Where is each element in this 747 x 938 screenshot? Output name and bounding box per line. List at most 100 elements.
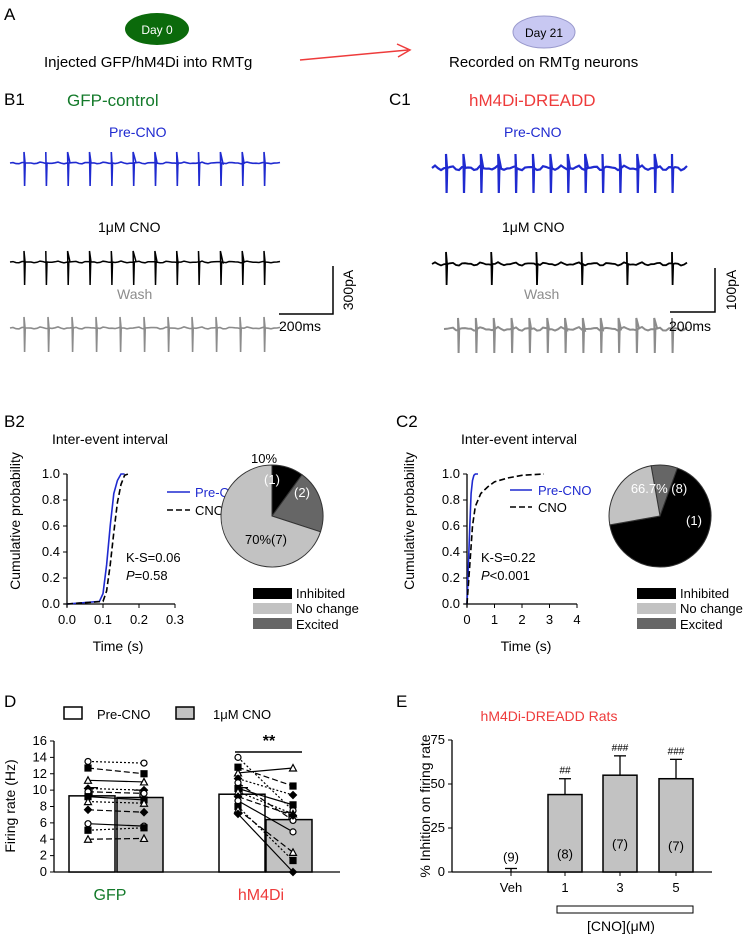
c2-pie-slice-no-change (608, 465, 661, 526)
c2-p-value: <0.001 (490, 568, 530, 583)
d-ytick-label: 2 (40, 848, 47, 863)
b2-title: Inter-event interval (52, 431, 168, 447)
panel-label-b2: B2 (4, 412, 25, 431)
d-pair-point (139, 807, 149, 817)
e-sig-label: ### (668, 746, 685, 757)
c1-wash-label: Wash (524, 286, 559, 302)
d-pair-line (87, 809, 145, 813)
d-pair-point (140, 789, 148, 798)
b1-pre-label: Pre-CNO (109, 124, 167, 140)
e-count-label: (7) (668, 838, 684, 853)
d-ytick-label: 0 (40, 864, 47, 879)
d-pair-point (289, 782, 297, 790)
b2-xtick-label: 0.0 (58, 612, 76, 627)
d-pair-point (83, 805, 93, 815)
c2-ytick-label: 0.4 (442, 544, 460, 559)
d-pair-point (234, 779, 242, 787)
b2-xlabel: Time (s) (93, 638, 144, 654)
c2-ytick-label: 0.0 (442, 596, 460, 611)
c2-legend-swatch-nc (637, 603, 676, 614)
d-pair-line (87, 791, 145, 794)
timeline-arrow-head (396, 43, 412, 58)
d-pair-line (87, 760, 145, 764)
b2-ytick-label: 0.4 (42, 544, 60, 559)
d-sig: ** (263, 733, 276, 750)
b2-xtick-label: 0.3 (166, 612, 184, 627)
d-pair-line (237, 806, 294, 861)
d-legend-swatch-cno (175, 706, 195, 720)
e-bar-3 (602, 774, 638, 873)
c2-xtick-label: 1 (491, 612, 498, 627)
c2-ytick-label: 0.6 (442, 518, 460, 533)
e-count-label: (9) (503, 849, 519, 864)
d-pair-line (237, 813, 294, 873)
b2-p-value: =0.58 (135, 568, 168, 583)
panel-label-c1: C1 (389, 90, 411, 109)
d-pair-point (139, 798, 149, 807)
d-pair-point (288, 867, 298, 877)
b2-xtick-label: 0.1 (94, 612, 112, 627)
c2-ytick-label: 0.8 (442, 492, 460, 507)
e-xtick-label: 1 (561, 880, 568, 895)
d-pair-point (140, 759, 148, 767)
c2-pie-slice-inhibited (609, 467, 712, 568)
c2-pie-label-nc: (3) (652, 534, 668, 549)
c2-legend-excited: Excited (680, 617, 723, 632)
d-group-gfp: GFP (94, 887, 127, 904)
c2-legend-pre: Pre-CNO (538, 483, 591, 498)
d-pair-point (139, 833, 149, 843)
c2-ytick-label: 1.0 (442, 466, 460, 481)
e-ytick-label: 0 (438, 864, 445, 879)
c1-title: hM4Di-DREADD (469, 91, 596, 110)
panel-label-a: A (4, 5, 16, 24)
c2-pie-label-inh: 66.7% (8) (631, 481, 687, 496)
d-pair-line (237, 767, 294, 774)
b2-ytick-label: 0.0 (42, 596, 60, 611)
b1-scale-bar (279, 266, 334, 315)
b2-ytick-label: 0.2 (42, 570, 60, 585)
day21-badge (512, 15, 576, 49)
b2-legend-nochange: No change (296, 601, 359, 616)
e-title: hM4Di-DREADD Rats (481, 708, 618, 724)
c2-series-pre (466, 473, 478, 605)
d-pair-line (237, 796, 294, 817)
d-pair-point (140, 770, 148, 778)
e-chart: 0 25 50 75 Veh (9) 1 (8) ## 3 (7) ### 5 (7) ### (431, 732, 712, 895)
d-pair-line (87, 787, 145, 791)
b2-p-stat: P=0.58 (126, 568, 168, 583)
c1-pre-label: Pre-CNO (504, 124, 562, 140)
d-pair-point (289, 801, 297, 809)
e-count-label: (8) (557, 846, 573, 861)
b2-ytick-label: 0.6 (42, 518, 60, 533)
e-ytick-label: 50 (431, 776, 445, 791)
day21-label: Day 21 (525, 26, 563, 40)
d-pair-line (87, 800, 145, 804)
b2-pie-legend: Inhibited No change Excited (253, 586, 359, 632)
panel-label-c2: C2 (396, 412, 418, 431)
e-ytick-label: 25 (431, 820, 445, 835)
b1-scale-time: 200ms (279, 318, 321, 334)
c2-axes: 0.0 0.2 0.4 0.6 0.8 1.0 0 1 2 3 4 (442, 466, 581, 627)
b2-pie-label-inh: (1) (264, 472, 280, 487)
d-ytick-label: 14 (33, 749, 47, 764)
b2-ytick-label: 1.0 (42, 466, 60, 481)
d-pair-line (237, 756, 294, 812)
c2-xtick-label: 2 (518, 612, 525, 627)
c2-legend-swatch-inh (637, 588, 676, 599)
c2-xtick-label: 4 (573, 612, 580, 627)
b2-pie-slice-excited (271, 474, 324, 533)
d-bar-hm4di-cno (265, 818, 313, 873)
d-pair-line (237, 791, 294, 815)
c2-xlabel: Time (s) (501, 638, 552, 654)
d-pair-point (234, 797, 242, 805)
d-ytick-label: 6 (40, 815, 47, 830)
b2-series-pre (66, 473, 125, 605)
b2-legend-swatch-exc (253, 618, 292, 629)
c1-trace-cno (431, 251, 688, 286)
d-pair-line (237, 782, 294, 821)
d-pair-line (237, 787, 294, 806)
b2-legend-swatch-nc (253, 603, 292, 614)
c2-p-label: P (481, 568, 490, 583)
d-pair-line (237, 809, 294, 853)
